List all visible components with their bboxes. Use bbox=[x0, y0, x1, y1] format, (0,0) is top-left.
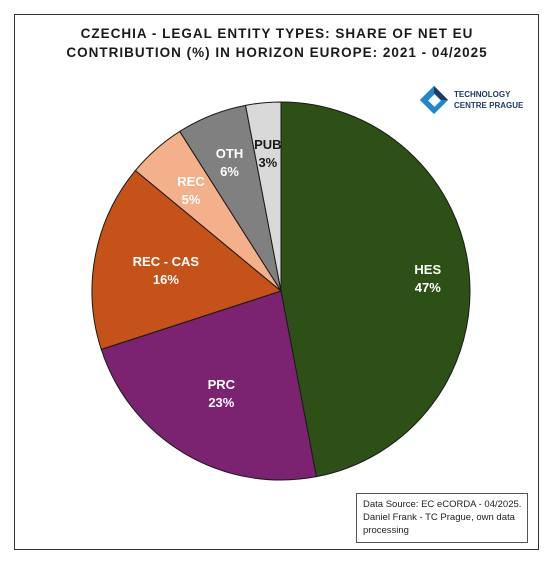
chart-title-line-1: CZECHIA - LEGAL ENTITY TYPES: SHARE OF N… bbox=[80, 26, 474, 41]
pie-value-rec-cas: 16% bbox=[153, 272, 179, 287]
pie-slice-rec-cas bbox=[91, 169, 283, 351]
source-note: Data Source: EC eCORDA - 04/2025. Daniel… bbox=[356, 493, 528, 543]
logo-text-line-1: TECHNOLOGY bbox=[454, 90, 511, 99]
tc-prague-logo-icon bbox=[419, 85, 449, 115]
pie-label-oth: OTH bbox=[216, 146, 243, 161]
chart-title: CZECHIA - LEGAL ENTITY TYPES: SHARE OF N… bbox=[0, 24, 554, 62]
source-line-3: processing bbox=[363, 525, 409, 536]
pie-slice-hes bbox=[280, 101, 471, 478]
pie-slice-prc bbox=[100, 290, 317, 481]
source-line-1: Data Source: EC eCORDA - 04/2025. bbox=[363, 499, 522, 510]
pie-value-pub: 3% bbox=[258, 155, 277, 170]
source-line-2: Daniel Frank - TC Prague, own data bbox=[363, 512, 515, 523]
pie-label-pub: PUB bbox=[254, 137, 281, 152]
pie-value-prc: 23% bbox=[208, 395, 234, 410]
chart-title-line-2: CONTRIBUTION (%) IN HORIZON EUROPE: 2021… bbox=[66, 45, 488, 60]
pie-label-rec: REC bbox=[177, 174, 205, 189]
pie-slice-pub bbox=[245, 101, 282, 292]
pie-label-hes: HES bbox=[414, 262, 441, 277]
pie-value-rec: 5% bbox=[182, 192, 201, 207]
pie-value-hes: 47% bbox=[415, 280, 441, 295]
logo-text-line-2: CENTRE PRAGUE bbox=[454, 101, 524, 110]
pie-label-prc: PRC bbox=[208, 377, 236, 392]
tc-prague-logo: TECHNOLOGY CENTRE PRAGUE bbox=[418, 84, 528, 120]
pie-value-oth: 6% bbox=[220, 164, 239, 179]
pie-label-rec-cas: REC - CAS bbox=[133, 254, 200, 269]
